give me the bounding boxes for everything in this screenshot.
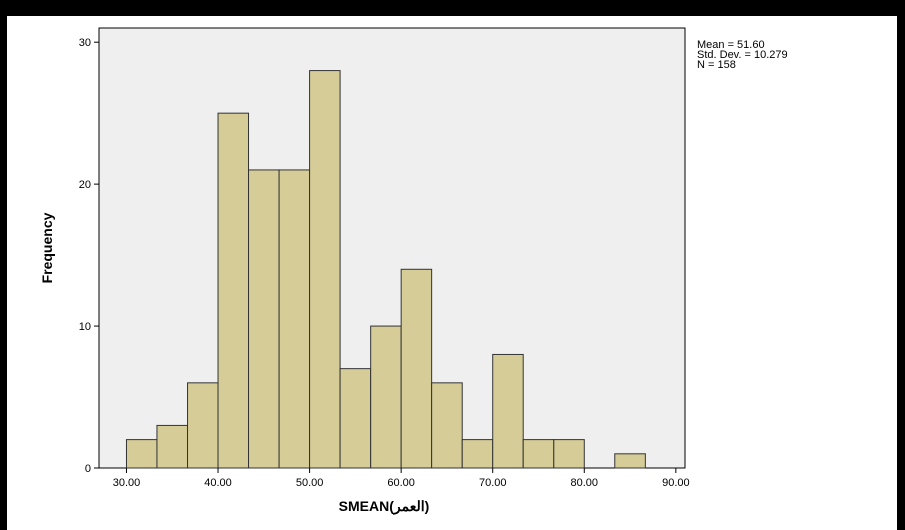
stats-box: Mean = 51.60 Std. Dev. = 10.279 N = 158 [697, 39, 788, 71]
histogram-bar [614, 453, 646, 469]
histogram-bar [156, 424, 189, 469]
x-tick-label: 70.00 [479, 477, 507, 489]
x-tick-label: 40.00 [204, 477, 232, 489]
histogram-bar [492, 353, 524, 469]
y-tick-label: 0 [85, 463, 91, 475]
histogram-bar [461, 439, 494, 469]
y-axis-label: Frequency [39, 212, 55, 283]
histogram-bar [309, 70, 341, 469]
stats-n: N = 158 [697, 59, 736, 71]
histogram-bar [339, 368, 372, 469]
y-tick-label: 10 [79, 321, 91, 333]
x-tick-label: 30.00 [113, 477, 141, 489]
stats-std-dev: Std. Dev. = 10.279 [697, 49, 788, 61]
x-tick-label: 80.00 [571, 477, 599, 489]
x-tick-label: 60.00 [387, 477, 415, 489]
histogram-bar [553, 439, 585, 469]
histogram-bar [248, 169, 280, 469]
histogram-bar [278, 169, 311, 469]
x-tick-label: 50.00 [296, 477, 324, 489]
histogram-bar [125, 439, 158, 469]
y-tick-label: 30 [79, 37, 91, 49]
x-axis-label: SMEAN(العمر) [339, 498, 430, 515]
stats-mean: Mean = 51.60 [697, 39, 765, 51]
bars-group [125, 70, 646, 469]
histogram-bar [370, 325, 402, 469]
histogram-bar [187, 382, 219, 469]
y-tick-label: 20 [79, 179, 91, 191]
histogram-bar [400, 268, 433, 469]
axes-group: 0 10 20 30 30.00 40.00 50.00 60.00 70.00 80.00 90.… [79, 37, 690, 489]
histogram-bar [522, 439, 555, 469]
histogram-bar [217, 112, 250, 469]
x-tick-label: 90.00 [662, 477, 690, 489]
histogram-bar [431, 382, 463, 469]
